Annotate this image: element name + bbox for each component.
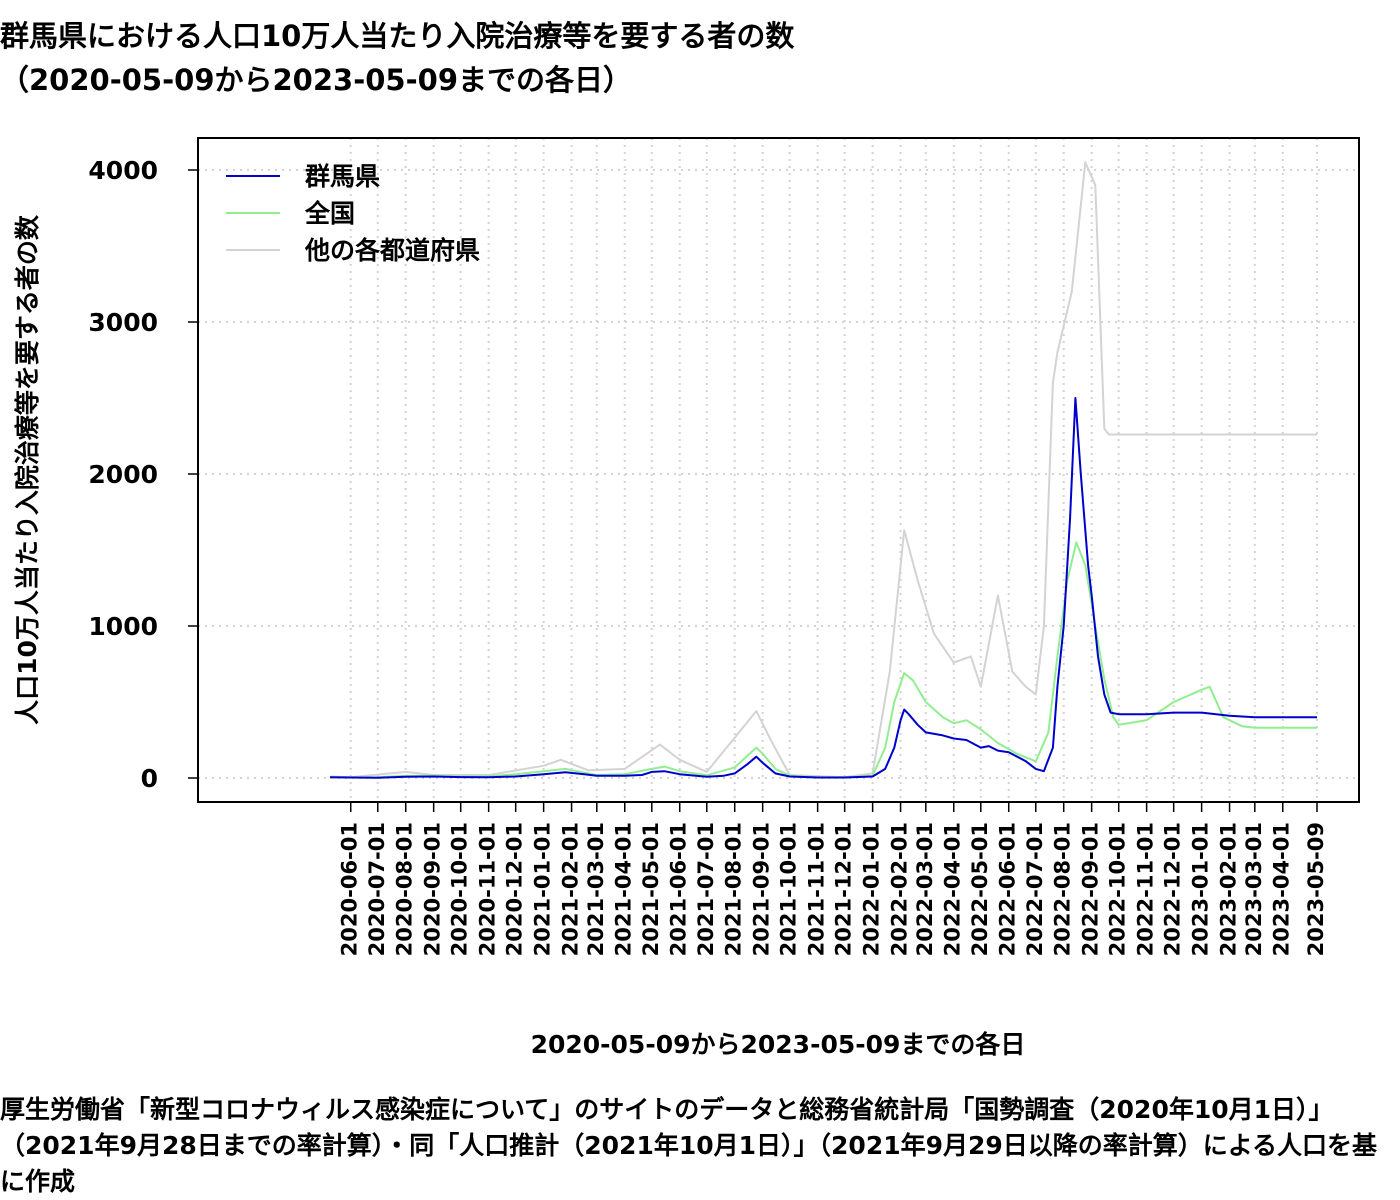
x-tick-label: 2022-01-01 [860, 822, 884, 956]
x-tick-label: 2022-06-01 [996, 822, 1020, 956]
x-axis: 2020-06-01 2020-07-01 2020-08-01 2020-09-01… [338, 801, 1328, 956]
x-tick-label: 2021-07-01 [694, 822, 718, 956]
x-tick-label: 2022-05-01 [968, 822, 992, 956]
x-tick-label: 2022-07-01 [1023, 822, 1047, 956]
chart-title: 群馬県における人口10万人当たり入院治療等を要する者の数 （2020-05-09… [0, 14, 794, 102]
legend-label: 群馬県 [305, 162, 380, 191]
x-tick-label: 2021-03-01 [584, 822, 608, 956]
source-note: 厚生労働省「新型コロナウィルス感染症について」のサイトのデータと総務省統計局「国… [0, 1095, 1378, 1196]
x-tick-label: 2020-11-01 [476, 822, 500, 956]
y-axis: 0 1000 2000 3000 4000 [88, 156, 198, 793]
x-tick-label: 2021-12-01 [832, 822, 856, 956]
x-tick-label: 2020-07-01 [365, 822, 389, 956]
x-tick-label: 2022-04-01 [941, 822, 965, 956]
x-tick-label: 2021-05-01 [639, 822, 663, 956]
x-tick-label: 2020-08-01 [393, 822, 417, 956]
x-tick-label: 2023-01-01 [1189, 822, 1213, 956]
x-tick-label: 2020-12-01 [503, 822, 527, 956]
x-tick-label: 2021-06-01 [667, 822, 691, 956]
x-tick-label: 2023-05-09 [1304, 822, 1328, 956]
x-tick-label: 2021-11-01 [805, 822, 829, 956]
grid [198, 138, 1359, 802]
series-line [329, 161, 1317, 779]
series-layer [329, 161, 1317, 779]
x-tick-label: 2020-10-01 [448, 822, 472, 956]
y-tick-label: 2000 [88, 460, 158, 489]
chart-title-main: 群馬県における人口10万人当たり入院治療等を要する者の数 [0, 19, 795, 53]
y-tick-label: 1000 [88, 612, 158, 641]
x-tick-label: 2022-03-01 [913, 822, 937, 956]
x-tick-label: 2020-09-01 [421, 822, 445, 956]
series-line [329, 541, 1317, 779]
x-tick-label: 2023-02-01 [1217, 822, 1241, 956]
x-tick-label: 2022-11-01 [1134, 822, 1158, 956]
x-tick-label: 2022-08-01 [1051, 822, 1075, 956]
x-tick-label: 2023-03-01 [1242, 822, 1266, 956]
x-tick-label: 2021-04-01 [612, 822, 636, 956]
x-tick-label: 2023-04-01 [1270, 822, 1294, 956]
y-axis-title: 人口10万人当たり入院治療等を要する者の数 [13, 214, 42, 725]
legend-label: 全国 [304, 199, 355, 228]
x-tick-label: 2022-02-01 [888, 822, 912, 956]
x-tick-label: 2022-12-01 [1161, 822, 1185, 956]
x-tick-label: 2021-09-01 [750, 822, 774, 956]
x-tick-label: 2020-06-01 [338, 822, 362, 956]
x-tick-label: 2022-10-01 [1106, 822, 1130, 956]
x-tick-label: 2021-08-01 [722, 822, 746, 956]
x-axis-title: 2020-05-09から2023-05-09までの各日 [531, 1030, 1026, 1059]
legend-label: 他の各都道府県 [304, 236, 480, 265]
x-tick-label: 2021-10-01 [777, 822, 801, 956]
x-tick-label: 2021-02-01 [559, 822, 583, 956]
x-tick-label: 2021-01-01 [531, 822, 555, 956]
x-tick-label: 2022-09-01 [1079, 822, 1103, 956]
y-tick-label: 0 [141, 764, 158, 793]
y-tick-label: 4000 [88, 156, 158, 185]
y-tick-label: 3000 [88, 308, 158, 337]
chart-title-sub: （2020-05-09から2023-05-09までの各日） [0, 63, 632, 97]
series-line [329, 397, 1317, 779]
